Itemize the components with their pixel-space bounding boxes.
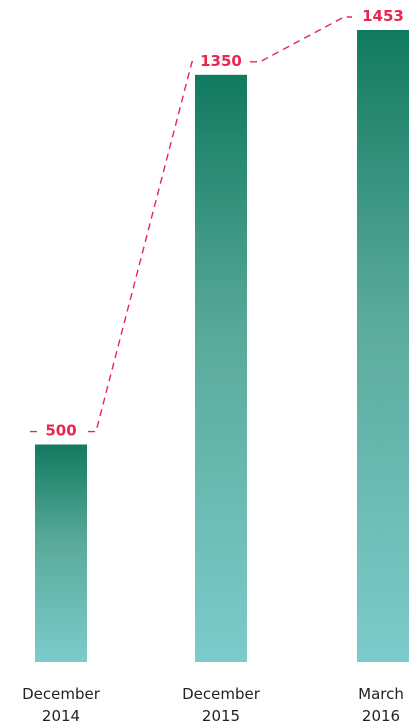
category-label-line: December [182,685,261,703]
category-label-line: March [358,685,404,703]
category-label-2: March 2016 [358,685,404,725]
category-label-1: December 2015 [182,685,261,725]
data-label-0: 500 [45,422,76,440]
category-label-line: December [22,685,101,703]
connector-dashed-line [30,16,352,433]
category-label-0: December 2014 [22,685,101,725]
category-label-line: 2015 [202,707,240,725]
category-label-line: 2016 [362,707,400,725]
label-group: 500 December 2014 1350 December 2015 1453 March… [22,7,404,725]
data-label-1: 1350 [200,52,242,70]
bar-2 [357,30,409,662]
bar-1 [195,74,247,663]
bar-0 [35,444,87,662]
bar-group [35,30,409,663]
data-label-2: 1453 [362,7,404,25]
category-label-line: 2014 [42,707,80,725]
